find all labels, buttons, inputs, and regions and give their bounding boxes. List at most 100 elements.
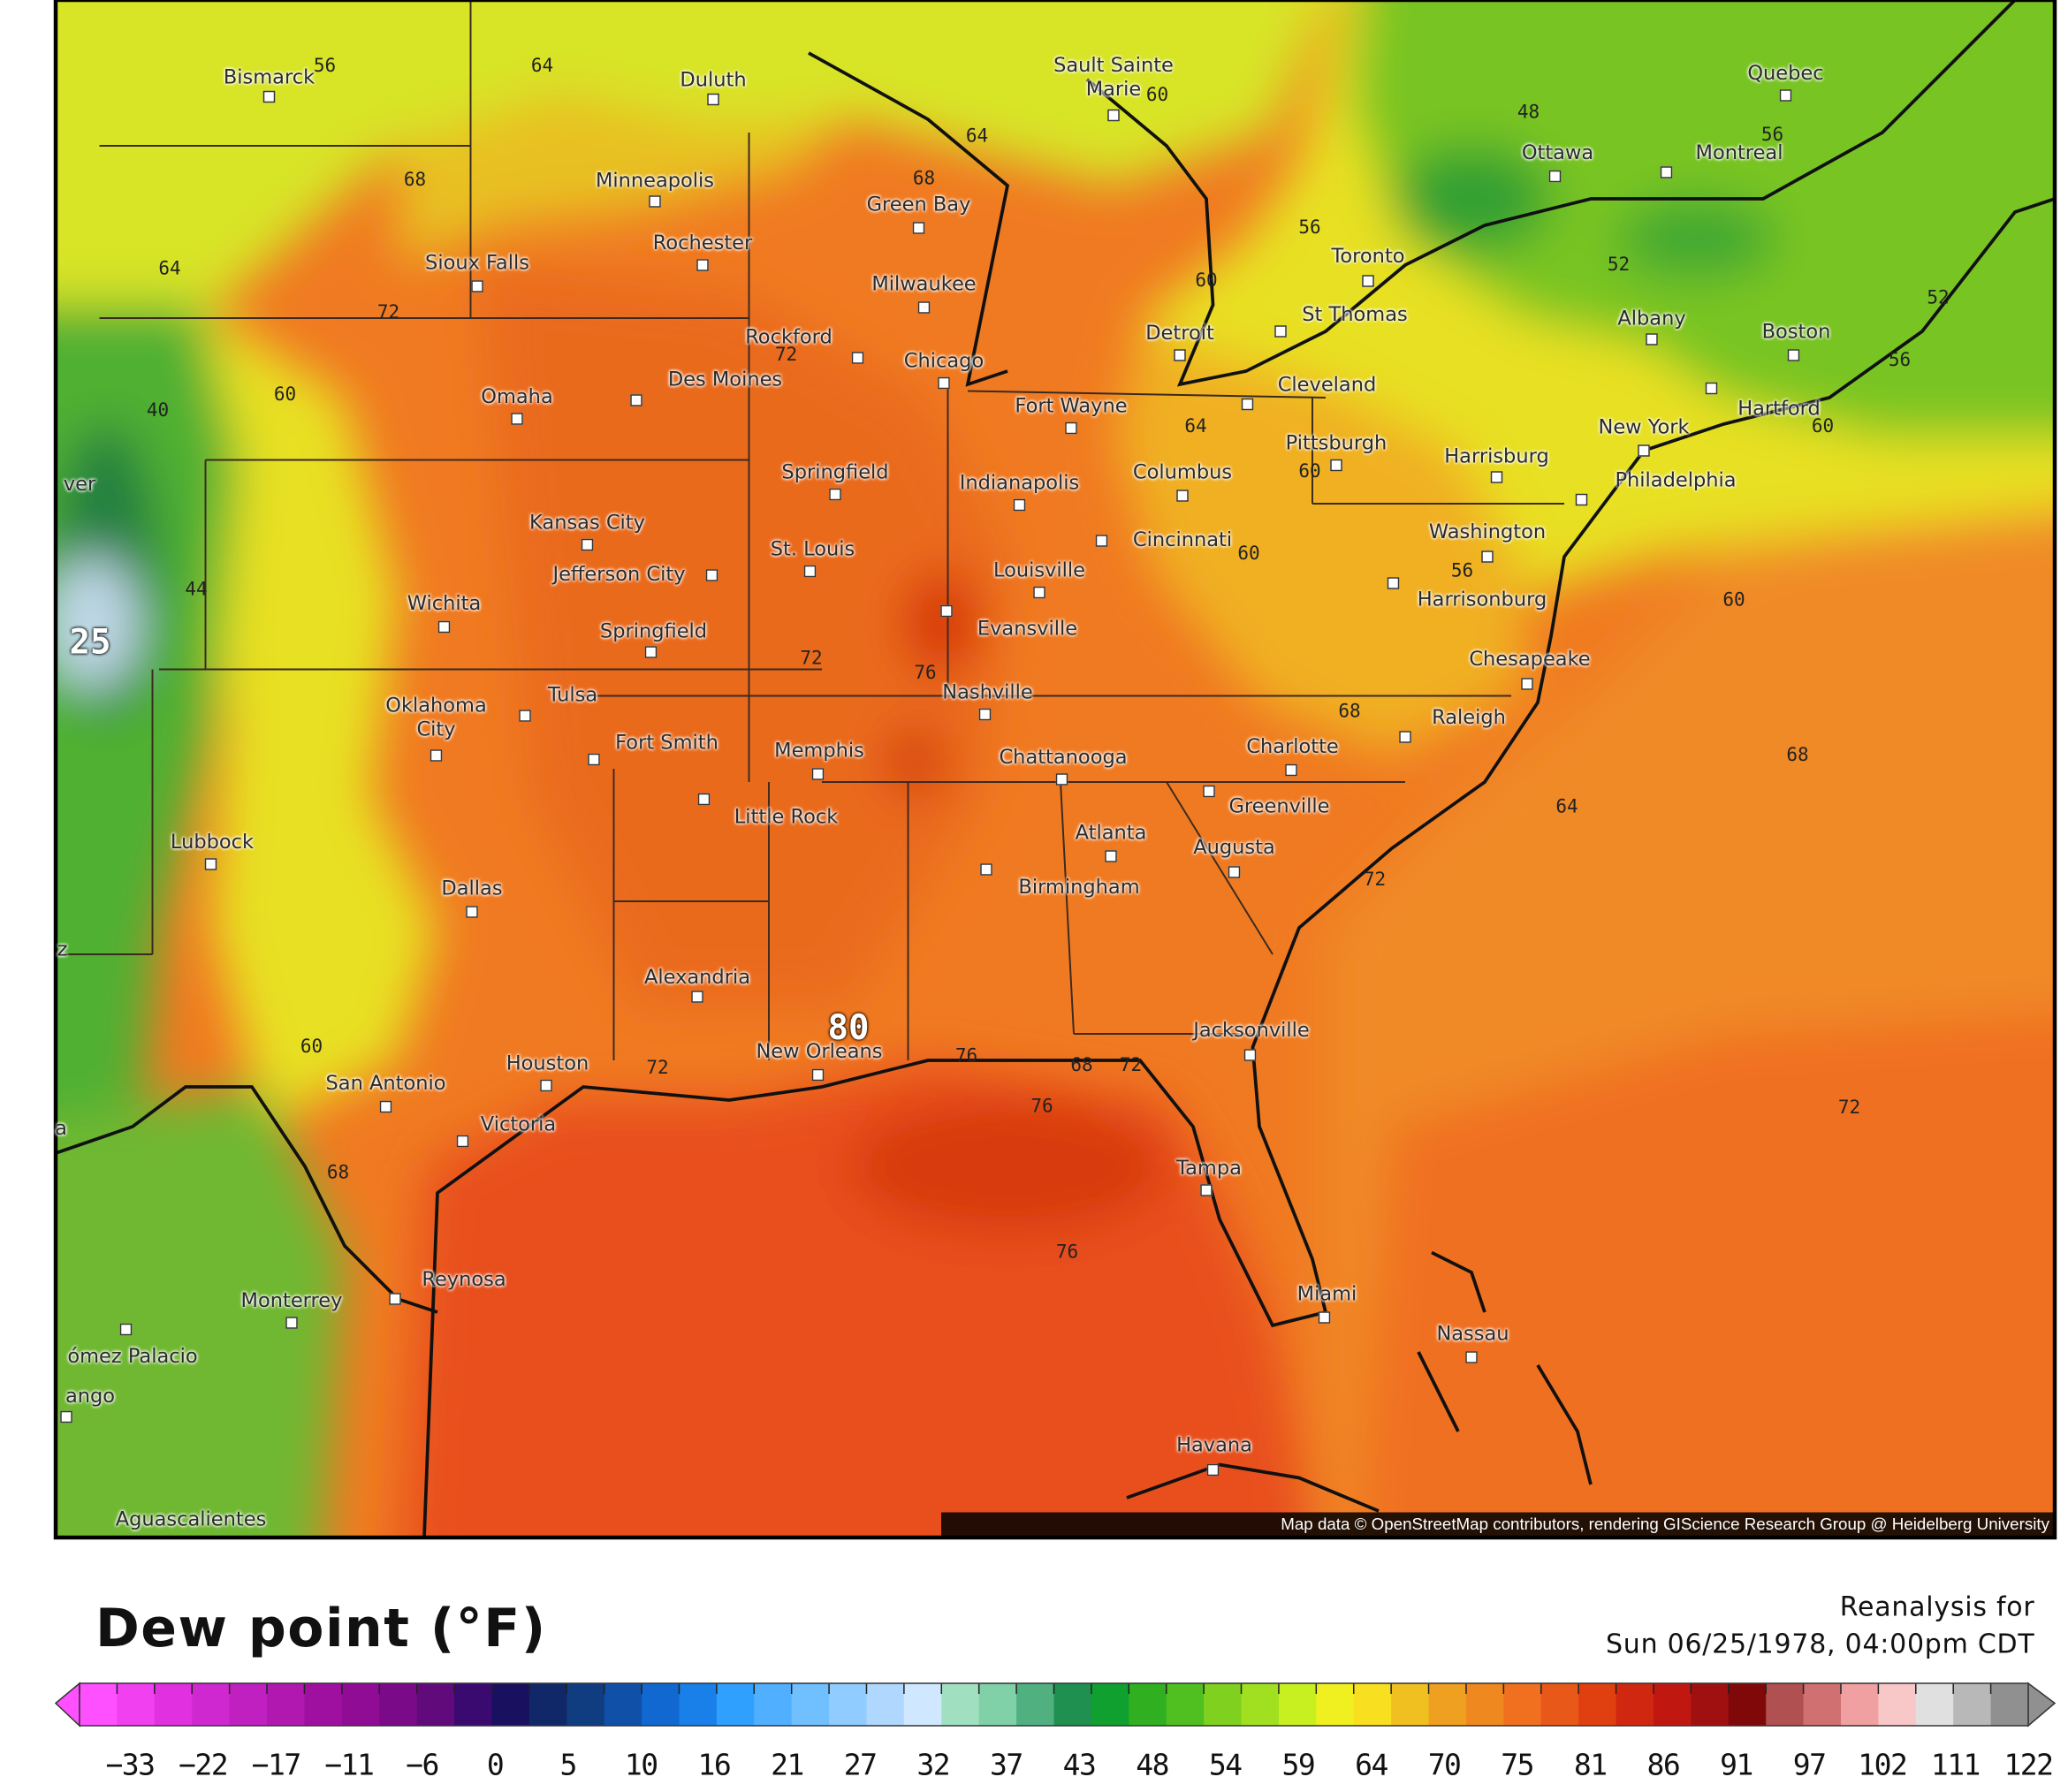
colorbar-segment	[604, 1683, 642, 1726]
city-marker	[1779, 89, 1792, 102]
city-label: Victoria	[480, 1112, 557, 1136]
city-marker	[437, 620, 451, 634]
contour-label: 60	[300, 1036, 323, 1058]
colorbar-segment	[716, 1683, 756, 1726]
colorbar-label: 59	[1281, 1750, 1315, 1783]
contour-label: 80	[827, 1008, 870, 1049]
city-marker	[707, 93, 719, 106]
colorbar-segment	[1016, 1683, 1055, 1726]
city-label: z	[57, 937, 68, 961]
colorbar-segment	[978, 1683, 1017, 1726]
city-marker	[705, 569, 718, 581]
city-label: Little Rock	[734, 804, 839, 829]
city-label: Aguascalientes	[115, 1507, 267, 1531]
colorbar-segment	[1053, 1683, 1092, 1726]
city-label: Sault Sainte Marie	[1053, 53, 1174, 101]
city-label: Tulsa	[547, 682, 598, 707]
city-label: Fort Wayne	[1015, 393, 1128, 418]
colorbar-segment	[341, 1683, 380, 1726]
contour-label: 72	[774, 345, 798, 366]
colorbar-segment	[1428, 1683, 1467, 1726]
colorbar-label: 102	[1858, 1750, 1908, 1783]
map-fill	[56, 0, 2055, 1538]
city-marker	[1055, 773, 1068, 786]
city-label: Indianapolis	[959, 470, 1080, 495]
colorbar-label: 10	[624, 1750, 658, 1783]
city-label: Springfield	[599, 619, 708, 643]
colorbar-segment	[866, 1683, 905, 1726]
city-label: Columbus	[1132, 459, 1233, 484]
colorbar-label: 75	[1501, 1750, 1534, 1783]
caption-line: Reanalysis for	[1839, 1591, 2035, 1622]
city-label: Memphis	[774, 738, 864, 763]
city-label: Ottawa	[1521, 140, 1594, 164]
city-marker	[630, 394, 642, 406]
city-label: Springfield	[781, 459, 889, 484]
city-marker	[1203, 785, 1215, 798]
city-label: Toronto	[1331, 244, 1405, 268]
city-label: Oklahoma City	[385, 693, 487, 741]
city-label: Alexandria	[643, 965, 751, 989]
city-label: Kansas City	[529, 510, 645, 535]
colorbar-segment	[1204, 1683, 1243, 1726]
colorbar-label: −17	[251, 1750, 302, 1783]
colorbar-segment	[1766, 1683, 1805, 1726]
colorbar-segment	[1241, 1683, 1280, 1726]
colorbar-segment	[1503, 1683, 1542, 1726]
city-marker	[1228, 866, 1241, 878]
city-marker	[851, 352, 864, 364]
colorbar-label: 91	[1720, 1750, 1753, 1783]
city-marker	[1095, 535, 1108, 547]
city-marker	[938, 376, 950, 390]
city-label: Fort Smith	[615, 730, 718, 755]
city-marker	[1243, 1049, 1257, 1061]
city-label: Charlotte	[1246, 734, 1339, 758]
colorbar-segment	[528, 1683, 567, 1726]
city-marker	[1274, 325, 1287, 338]
colorbar-label: 32	[916, 1750, 950, 1783]
city-marker	[1646, 333, 1658, 345]
colorbar-segment	[117, 1683, 156, 1726]
contour-label: 68	[1786, 745, 1809, 766]
city-marker	[1399, 731, 1411, 743]
city-marker	[1481, 551, 1494, 563]
colorbar-segment	[1953, 1683, 1992, 1726]
city-label: Chicago	[903, 348, 985, 373]
colorbar-segment	[192, 1683, 231, 1726]
city-label: Sioux Falls	[425, 250, 529, 275]
colorbar-label: −22	[179, 1750, 229, 1783]
city-label: Jacksonville	[1193, 1018, 1310, 1042]
contour-label: 64	[965, 125, 989, 148]
city-marker	[1465, 1351, 1478, 1363]
city-label: Boston	[1761, 319, 1831, 344]
city-marker	[588, 753, 600, 766]
colorbar-segment	[229, 1683, 268, 1726]
city-marker	[1521, 678, 1533, 690]
city-label: Wichita	[407, 591, 482, 615]
contour-label: 68	[1070, 1055, 1093, 1076]
city-label: Monterrey	[240, 1288, 343, 1312]
city-marker	[1176, 490, 1189, 502]
city-label: a	[55, 1116, 67, 1140]
city-label: Augusta	[1193, 835, 1275, 859]
contour-label: 72	[646, 1058, 669, 1079]
colorbar	[54, 1682, 2057, 1727]
contour-label: 76	[1055, 1241, 1079, 1264]
colorbar-segment	[1465, 1683, 1505, 1726]
colorbar-label: −11	[324, 1750, 375, 1783]
city-label: Lubbock	[170, 830, 255, 854]
contour-label: 68	[1338, 701, 1361, 723]
colorbar-segment	[679, 1683, 718, 1726]
city-marker	[456, 1135, 469, 1148]
colorbar-segment	[1540, 1683, 1579, 1726]
city-label: Bismarck	[223, 65, 316, 89]
city-marker	[60, 1410, 72, 1424]
city-marker	[1105, 850, 1117, 862]
colorbar-label: 54	[1208, 1750, 1243, 1783]
city-marker	[1065, 421, 1077, 435]
city-label: Duluth	[680, 67, 747, 92]
contour-label: 40	[146, 400, 170, 421]
contour-label: 52	[1607, 254, 1631, 276]
city-label: New Orleans	[756, 1039, 883, 1063]
